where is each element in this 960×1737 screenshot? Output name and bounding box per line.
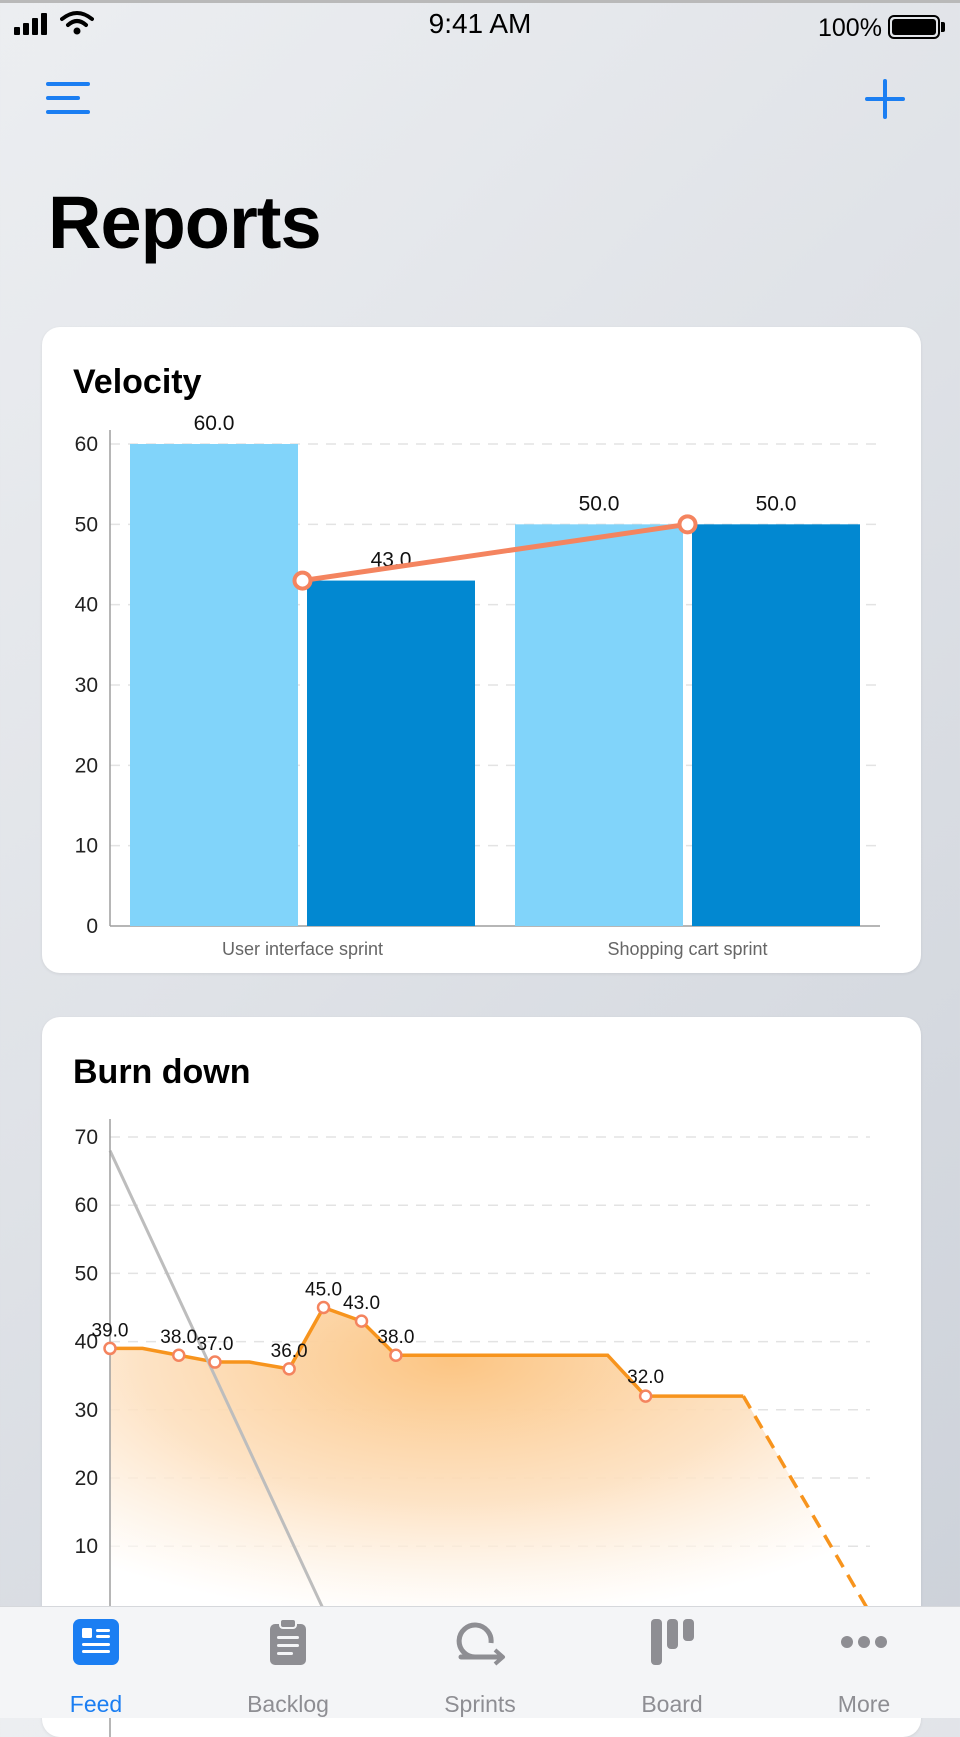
hamburger-menu-icon[interactable] [46, 80, 90, 116]
tab-feed-label: Feed [69, 1691, 123, 1717]
velocity-title: Velocity [73, 363, 202, 401]
bar-value-label: 50.0 [579, 492, 620, 515]
y-tick-label: 50 [75, 1262, 98, 1285]
tab-backlog-label: Backlog [247, 1691, 329, 1717]
burndown-point [316, 1300, 331, 1315]
feed-icon [73, 1619, 119, 1665]
y-tick-label: 40 [75, 594, 98, 617]
status-time: 9:41 AM [428, 8, 532, 39]
tab-board-label: Board [641, 1691, 703, 1717]
trend-point [677, 514, 698, 535]
category-label: User interface sprint [222, 939, 383, 959]
point-value-label: 37.0 [196, 1334, 233, 1355]
point-value-label: 38.0 [377, 1327, 414, 1348]
burndown-area [110, 1307, 870, 1655]
tab-more-label: More [837, 1691, 891, 1717]
y-tick-label: 30 [75, 674, 98, 697]
sprint-cycle-icon [456, 1622, 505, 1666]
tab-bar: Feed Backlog Sprints Board [0, 1606, 960, 1718]
burndown-point [638, 1389, 653, 1403]
tab-feed[interactable]: Feed [0, 1607, 192, 1718]
y-tick-label: 30 [75, 1399, 98, 1422]
burndown-point [208, 1355, 222, 1369]
burndown-point [389, 1348, 403, 1362]
y-tick-label: 70 [75, 1126, 98, 1149]
velocity-bar [307, 580, 475, 926]
point-value-label: 32.0 [627, 1367, 664, 1388]
plus-icon[interactable] [862, 76, 908, 122]
tab-board[interactable]: Board [576, 1607, 768, 1718]
y-tick-label: 20 [75, 1467, 98, 1490]
burndown-point [103, 1341, 117, 1356]
tab-sprints-label: Sprints [444, 1691, 516, 1717]
velocity-bar [692, 524, 860, 926]
point-value-label: 45.0 [305, 1280, 342, 1301]
battery-percent: 100% [818, 14, 882, 42]
ideal-burndown-line [108, 1150, 343, 1650]
point-value-label: 36.0 [271, 1341, 308, 1362]
velocity-bar [130, 444, 298, 926]
y-tick-label: 50 [75, 513, 98, 536]
y-tick-label: 10 [75, 835, 98, 858]
burndown-point [354, 1314, 369, 1328]
burndown-point [282, 1362, 296, 1376]
tab-more[interactable]: More [768, 1607, 960, 1718]
y-tick-label: 10 [75, 1535, 98, 1558]
burndown-point [172, 1348, 186, 1362]
y-tick-label: 60 [75, 433, 98, 456]
signal-icon [14, 13, 47, 35]
battery-icon [888, 15, 940, 39]
tab-sprints[interactable]: Sprints [384, 1607, 576, 1718]
y-tick-label: 60 [75, 1194, 98, 1217]
y-tick-label: 20 [75, 754, 98, 777]
velocity-bar [515, 524, 683, 926]
trend-point [292, 570, 313, 591]
category-label: Shopping cart sprint [607, 939, 767, 959]
velocity-card: Velocity 0 10 20 30 40 50 60 60.0 43.0 User inter… [42, 327, 921, 973]
burndown-projection [741, 1395, 872, 1614]
y-tick-label: 40 [75, 1331, 98, 1354]
burndown-title: Burn down [73, 1053, 251, 1091]
status-bar-edge [0, 0, 960, 3]
more-dots-icon [841, 1636, 887, 1648]
page-title: Reports [48, 181, 322, 264]
point-value-label: 43.0 [343, 1293, 380, 1314]
velocity-trend-line [302, 521, 688, 584]
wifi-icon [60, 11, 94, 35]
bar-value-label: 50.0 [756, 492, 797, 515]
battery-level [892, 19, 936, 35]
clipboard-icon [270, 1618, 306, 1665]
tab-backlog[interactable]: Backlog [192, 1607, 384, 1718]
point-value-label: 38.0 [160, 1327, 197, 1348]
battery-nub [941, 22, 945, 32]
point-value-label: 39.0 [92, 1320, 129, 1341]
y-tick-label: 0 [86, 915, 98, 938]
board-columns-icon [651, 1619, 694, 1665]
bar-value-label: 60.0 [194, 412, 235, 435]
